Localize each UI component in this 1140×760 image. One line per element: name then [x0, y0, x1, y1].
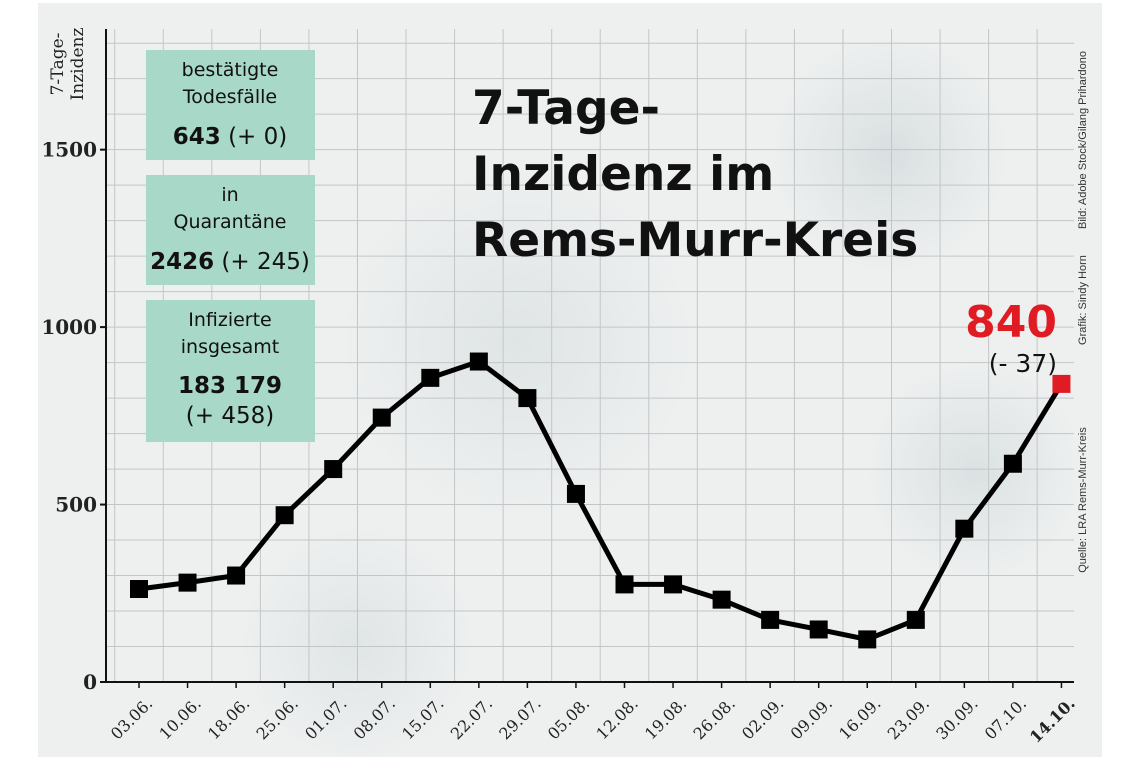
last-value-label: 840: [965, 297, 1057, 348]
chart-title-line: Inzidenz im: [472, 147, 774, 202]
x-tick-label: 16.09.: [835, 694, 884, 743]
chart-title-line: 7-Tage-: [472, 81, 660, 136]
x-tick-label: 23.09.: [884, 694, 933, 743]
credit-text: Bild: Adobe Stock/Gilang Prihardono: [1077, 51, 1089, 229]
credit-text: Grafik: Sindy Horn: [1077, 255, 1089, 345]
info-box-value-line: 2426 (+ 245): [150, 249, 310, 275]
data-point: [809, 620, 828, 639]
x-tick-label: 08.07.: [350, 694, 399, 743]
x-tick-label: 18.06.: [204, 694, 253, 743]
data-point: [712, 590, 731, 609]
data-point: [178, 573, 197, 592]
grid-lines: [106, 29, 1074, 683]
data-point: [130, 580, 148, 599]
last-value-annotation: 840(- 37): [965, 297, 1057, 378]
info-box: in Quarantäne 2426 (+ 245): [146, 175, 315, 285]
data-point-highlight: [1052, 374, 1071, 393]
x-tick-label: 03.06.: [107, 694, 156, 743]
data-point: [615, 575, 634, 594]
y-tick-label: 1500: [41, 138, 97, 162]
x-tick-label: 25.06.: [253, 694, 302, 743]
y-axis-title: 7-Tage- Inzidenz: [48, 28, 88, 101]
axes: [100, 29, 1074, 688]
x-tick-label: 01.07.: [301, 694, 350, 743]
info-box-label: Todesfälle: [182, 86, 277, 108]
x-tick-labels: 03.06. 10.06. 18.06. 25.06. 01.07. 08.07. 15.0…: [107, 694, 1079, 747]
info-box-background: [146, 50, 315, 160]
y-axis-title-line: Inzidenz: [68, 28, 88, 101]
data-point: [566, 484, 585, 503]
data-point: [664, 575, 683, 594]
info-box-background: [146, 175, 315, 285]
x-tick-label: 09.09.: [787, 694, 836, 743]
x-tick-label: 30.09.: [932, 694, 981, 743]
last-delta-label: (- 37): [989, 349, 1057, 378]
data-point: [227, 566, 246, 585]
data-point: [761, 610, 780, 629]
data-point: [469, 352, 488, 371]
info-box-label: Quarantäne: [174, 211, 287, 233]
info-box-background: [146, 300, 315, 442]
x-tick-label: 29.07.: [495, 694, 544, 743]
info-box-label: in: [221, 184, 238, 206]
x-tick-label: 15.07.: [398, 694, 447, 743]
x-tick-label: 14.10.: [1026, 694, 1079, 747]
x-tick-label: 19.08.: [641, 694, 690, 743]
data-point: [518, 389, 537, 408]
data-point: [906, 610, 925, 629]
info-box-value: 183 179: [178, 373, 282, 399]
info-boxes: bestätigte Todesfälle 643 (+ 0) in Quarantän…: [146, 50, 315, 442]
y-tick-label: 0: [83, 670, 97, 694]
info-box-value: 2426: [150, 249, 214, 275]
y-axis-title-line: 7-Tage-: [48, 33, 68, 96]
info-box-label: Infizierte: [188, 309, 272, 331]
info-box-value: 643: [173, 124, 221, 150]
info-box-delta: (+ 458): [186, 403, 274, 429]
data-point: [858, 630, 877, 649]
data-point: [421, 368, 440, 387]
data-point: [324, 460, 343, 479]
chart-title: 7-Tage- Inzidenz im Rems-Murr-Kreis: [472, 81, 918, 268]
info-box-delta: (+ 245): [214, 249, 310, 275]
credits: Quelle: LRA Rems-Murr-Kreis Grafik: Sindy…: [1077, 51, 1089, 573]
y-tick-labels: 0 500 1000 1500: [41, 138, 97, 694]
x-tick-label: 10.06.: [155, 694, 204, 743]
info-box-label: bestätigte: [182, 59, 279, 81]
data-markers: [130, 352, 1071, 649]
info-box-label: insgesamt: [181, 336, 279, 358]
info-box-delta: (+ 0): [221, 124, 287, 150]
x-tick-label: 26.08.: [689, 694, 738, 743]
x-tick-label: 12.08.: [592, 694, 641, 743]
info-box-value-line: 643 (+ 0): [173, 124, 288, 150]
data-point: [372, 408, 391, 427]
credit-text: Quelle: LRA Rems-Murr-Kreis: [1077, 427, 1089, 573]
chart-title-line: Rems-Murr-Kreis: [472, 213, 918, 268]
info-box: Infizierte insgesamt 183 179 (+ 458): [146, 300, 315, 442]
data-point: [1003, 454, 1022, 473]
data-point: [955, 519, 974, 538]
x-tick-label: 07.10.: [981, 694, 1030, 743]
x-tick-label: 02.09.: [738, 694, 787, 743]
info-box: bestätigte Todesfälle 643 (+ 0): [146, 50, 315, 160]
x-tick-label: 22.07.: [447, 694, 496, 743]
x-tick-label: 05.08.: [544, 694, 593, 743]
y-tick-label: 1000: [41, 315, 97, 339]
data-point: [275, 506, 294, 525]
y-tick-label: 500: [55, 493, 97, 517]
